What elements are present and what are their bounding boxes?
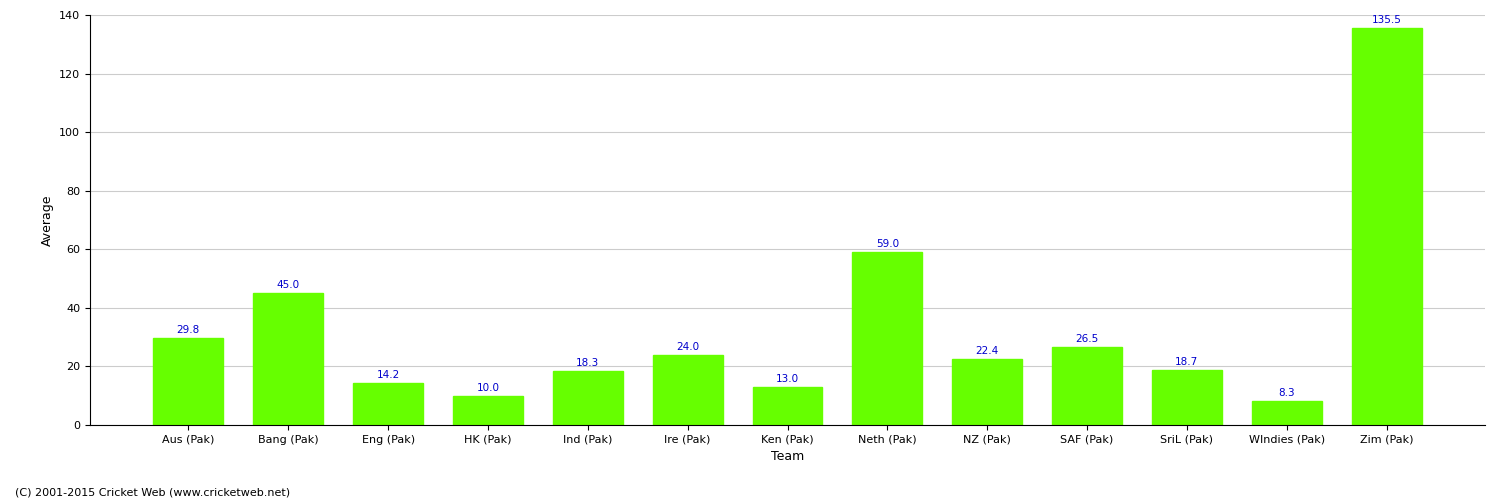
Bar	[753, 387, 822, 425]
Bar	[254, 293, 322, 425]
Text: (C) 2001-2015 Cricket Web (www.cricketweb.net): (C) 2001-2015 Cricket Web (www.cricketwe…	[15, 488, 290, 498]
Bar	[1252, 400, 1322, 425]
Bar	[453, 396, 524, 425]
Text: 26.5: 26.5	[1076, 334, 1098, 344]
Text: 45.0: 45.0	[276, 280, 300, 290]
Text: 13.0: 13.0	[776, 374, 800, 384]
Bar	[153, 338, 224, 425]
Text: 29.8: 29.8	[177, 325, 200, 335]
Y-axis label: Average: Average	[40, 194, 54, 246]
X-axis label: Team: Team	[771, 450, 804, 464]
Bar	[652, 354, 723, 425]
Text: 24.0: 24.0	[676, 342, 699, 352]
Bar	[1152, 370, 1222, 425]
Text: 135.5: 135.5	[1371, 15, 1401, 25]
Bar	[1352, 28, 1422, 425]
Bar	[352, 384, 423, 425]
Bar	[852, 252, 922, 425]
Text: 10.0: 10.0	[477, 383, 500, 393]
Bar	[1052, 348, 1122, 425]
Text: 14.2: 14.2	[376, 370, 399, 380]
Text: 8.3: 8.3	[1278, 388, 1294, 398]
Bar	[554, 372, 622, 425]
Text: 59.0: 59.0	[876, 240, 898, 250]
Text: 18.7: 18.7	[1176, 358, 1198, 368]
Bar	[952, 360, 1022, 425]
Text: 22.4: 22.4	[975, 346, 999, 356]
Text: 18.3: 18.3	[576, 358, 600, 368]
